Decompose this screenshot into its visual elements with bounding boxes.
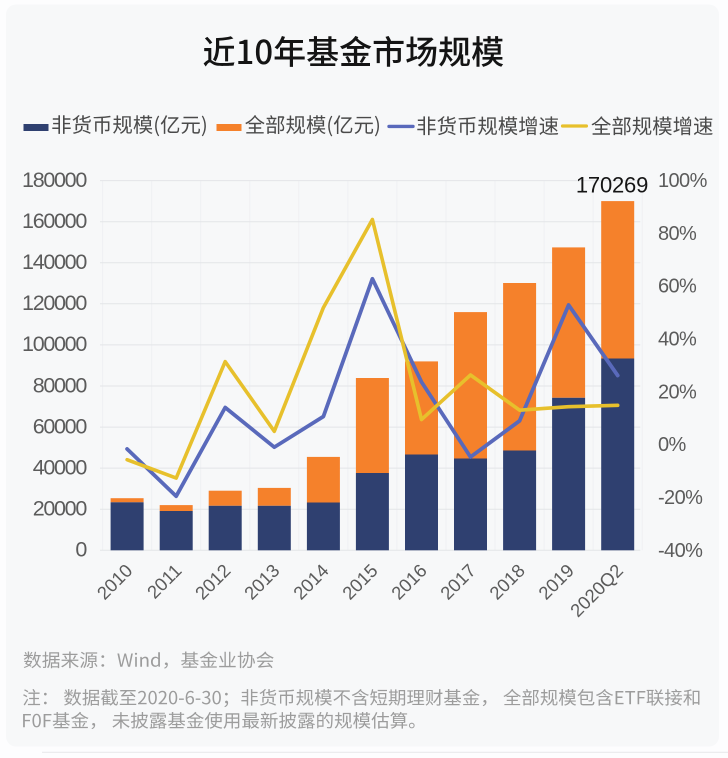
svg-text:140000: 140000 — [22, 250, 87, 274]
svg-text:80%: 80% — [658, 223, 697, 245]
svg-text:20%: 20% — [658, 381, 697, 403]
svg-text:20000: 20000 — [33, 497, 88, 521]
svg-text:60%: 60% — [658, 276, 697, 298]
svg-text:0%: 0% — [658, 434, 687, 456]
svg-text:100000: 100000 — [22, 332, 87, 356]
svg-text:0: 0 — [75, 538, 87, 562]
svg-text:-20%: -20% — [658, 487, 703, 509]
svg-text:-40%: -40% — [658, 540, 703, 562]
svg-text:160000: 160000 — [22, 209, 87, 233]
svg-text:40000: 40000 — [33, 455, 88, 479]
svg-text:80000: 80000 — [33, 373, 88, 397]
svg-text:60000: 60000 — [33, 414, 88, 438]
svg-text:120000: 120000 — [22, 291, 87, 315]
svg-text:40%: 40% — [658, 329, 697, 351]
svg-text:170269: 170269 — [576, 172, 648, 197]
svg-text:180000: 180000 — [22, 168, 87, 192]
svg-text:100%: 100% — [658, 170, 708, 192]
